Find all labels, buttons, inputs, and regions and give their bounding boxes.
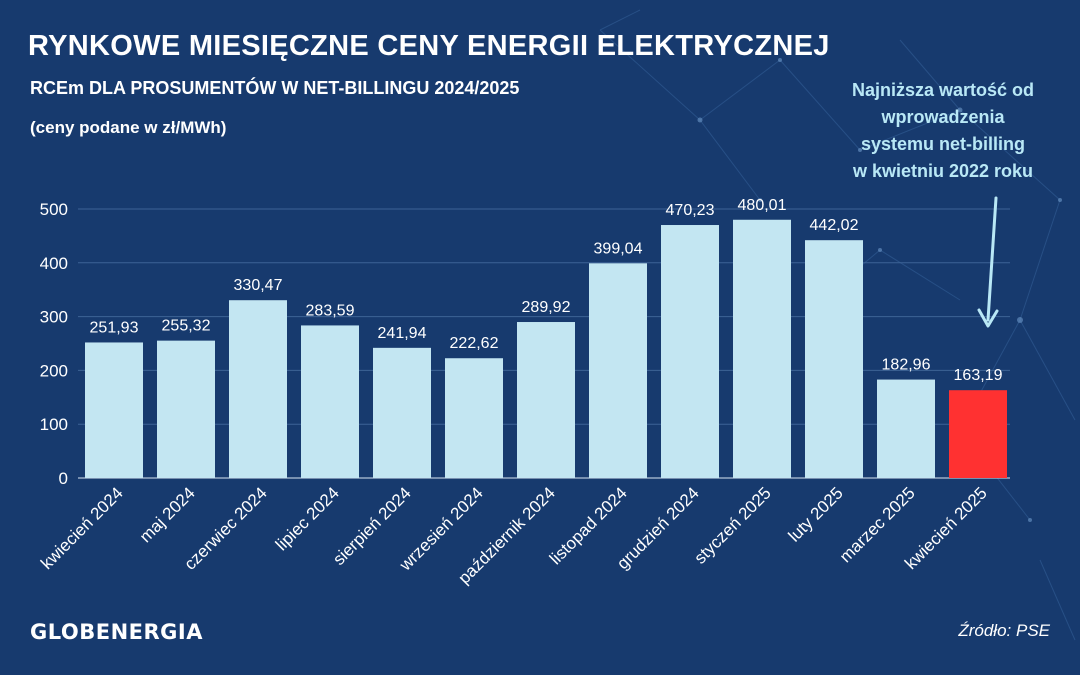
bar [301, 325, 359, 478]
data-label: 241,94 [378, 325, 427, 342]
highlight-bar [949, 390, 1007, 478]
annotation-line: w kwietniu 2022 roku [852, 161, 1034, 181]
data-label: 399,04 [594, 240, 643, 257]
bar [157, 340, 215, 478]
bar [445, 358, 503, 478]
data-label: 283,59 [306, 302, 355, 319]
data-label: 163,19 [954, 367, 1003, 384]
data-label: 442,02 [810, 217, 859, 234]
bar [85, 342, 143, 478]
arrow-head [977, 308, 999, 328]
data-label: 470,23 [666, 202, 715, 219]
bar [877, 379, 935, 478]
annotation-line: systemu net-billing [860, 134, 1026, 154]
y-tick-label: 300 [40, 308, 68, 327]
lowest-value-annotation: Najniższa wartość od wprowadzenia system… [818, 77, 1068, 185]
bar [805, 240, 863, 478]
data-label: 222,62 [450, 335, 499, 352]
annotation-line: Najniższa wartość od [851, 80, 1035, 100]
y-tick-label: 100 [40, 415, 68, 434]
source-note: Źródło: PSE [958, 621, 1050, 640]
x-tick-label: luty 2025 [785, 483, 847, 545]
data-label: 255,32 [162, 318, 211, 335]
data-label: 480,01 [738, 197, 787, 214]
bar [517, 322, 575, 478]
x-tick-label: lipiec 2024 [272, 483, 343, 554]
chart-subtitle: RCEm DLA PROSUMENTÓW W NET-BILLINGU 2024… [30, 78, 520, 98]
y-tick-label: 200 [40, 361, 68, 380]
y-tick-label: 400 [40, 254, 68, 273]
annotation-arrow [986, 196, 998, 322]
unit-note: (ceny podane w zł/MWh) [30, 118, 227, 137]
x-tick-label: maj 2024 [136, 483, 199, 546]
data-label: 289,92 [522, 299, 571, 316]
bar [661, 225, 719, 478]
annotation-line: wprowadzenia [881, 107, 1005, 127]
bar-chart: 0 100 200 300 400 500 251,93 255,32 330,47 283,5… [37, 196, 1010, 588]
x-tick-label: kwiecień 2024 [37, 483, 127, 573]
bar [589, 263, 647, 478]
chart-title: RYNKOWE MIESIĘCZNE CENY ENERGII ELEKTRYC… [28, 30, 830, 62]
data-label: 251,93 [90, 319, 139, 336]
globenergia-logo: GLOBENERGIA [30, 620, 203, 644]
y-tick-label: 500 [40, 200, 68, 219]
bar [229, 300, 287, 478]
bar [733, 219, 791, 478]
data-label: 330,47 [234, 277, 283, 294]
y-tick-label: 0 [59, 469, 68, 488]
x-tick-label: styczeń 2025 [691, 483, 775, 567]
bar [373, 347, 431, 478]
data-label: 182,96 [882, 357, 931, 374]
